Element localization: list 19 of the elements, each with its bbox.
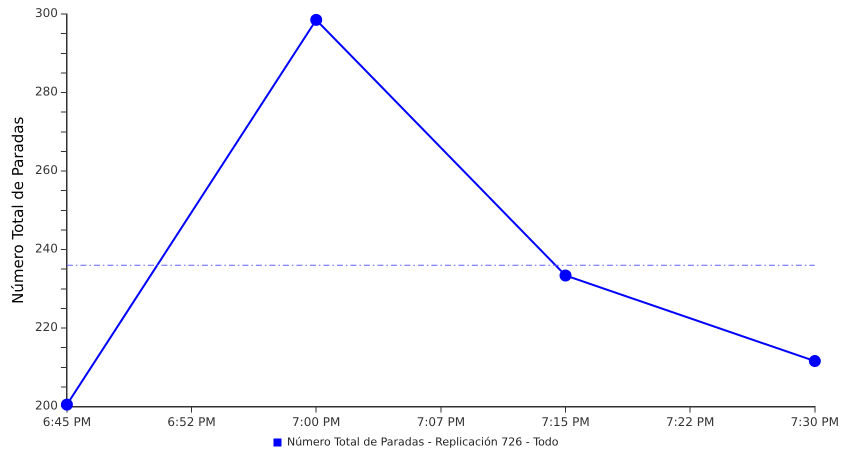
y-tick-label: 260 — [35, 163, 58, 178]
x-tick-label: 7:22 PM — [666, 414, 714, 429]
y-axis-title: Número Total de Paradas — [8, 116, 27, 304]
point — [310, 14, 322, 26]
x-tick-label: 6:45 PM — [42, 414, 92, 429]
y-tick-label: 200 — [35, 398, 58, 413]
x-tick-label: 6:52 PM — [167, 414, 216, 429]
y-tick-label: 220 — [35, 320, 58, 334]
y-tick-label: 240 — [35, 242, 58, 256]
y-tick-label: 300 — [35, 6, 58, 20]
point — [560, 269, 572, 282]
point — [60, 398, 73, 411]
legend-label: Número Total de Paradas - Replicación 726 - Todo — [286, 435, 559, 448]
y-tick-label: 280 — [35, 84, 58, 99]
point — [808, 355, 821, 368]
x-tick-label: 7:00 PM — [292, 414, 340, 429]
x-tick-label: 7:30 PM — [790, 414, 840, 429]
x-tick-label: 7:15 PM — [541, 414, 590, 429]
x-tick-label: 7:07 PM — [416, 414, 466, 429]
